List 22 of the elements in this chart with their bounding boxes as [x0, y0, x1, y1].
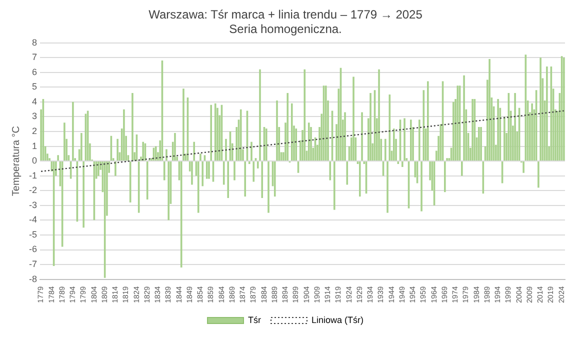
y-tick-label: 8: [32, 37, 37, 48]
legend-label: Tśr: [248, 314, 261, 325]
y-tick-label: -6: [28, 244, 37, 254]
chart-subtitle: Seria homogeniczna.: [229, 22, 342, 36]
y-tick-label: 0: [32, 156, 37, 166]
y-tick-label: -1: [28, 170, 37, 180]
chart-title: Warszawa: Tśr marca + linia trendu – 1779 → 2025: [148, 8, 423, 22]
y-axis-title: Temperatura °C: [10, 126, 22, 196]
y-tick-label: 2: [32, 126, 37, 136]
legend-label: Liniowa (Tśr): [311, 314, 364, 325]
y-tick-label: -8: [28, 274, 37, 284]
y-tick-label: -4: [28, 214, 37, 225]
y-tick-label: 1: [32, 140, 37, 151]
y-tick-label: 7: [32, 52, 37, 62]
y-tick-label: 5: [32, 82, 37, 92]
y-tick-label: -5: [28, 229, 37, 240]
y-tick-label: 6: [32, 66, 37, 77]
y-tick-label: -3: [28, 200, 37, 210]
y-tick-label: 4: [32, 96, 37, 106]
y-tick-label: 3: [32, 111, 37, 122]
y-tick-label: -7: [28, 259, 37, 270]
y-tick-label: -2: [28, 185, 37, 196]
